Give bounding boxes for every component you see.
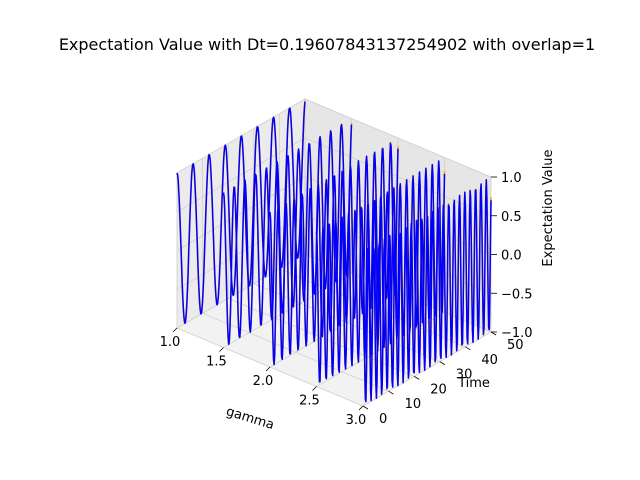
x-tick (312, 386, 317, 391)
y-tick (439, 361, 446, 365)
x-tick-label: 1.0 (160, 335, 181, 350)
x-tick (172, 327, 178, 333)
y-tick-label: 0 (379, 412, 387, 427)
grid-line-z (176, 176, 492, 255)
x-tick-label: 2.0 (253, 374, 274, 389)
y-tick (413, 376, 420, 380)
grid-line-z (176, 98, 492, 178)
grid-line-z (176, 137, 492, 217)
y-tick-label: 50 (507, 338, 524, 353)
y-tick-label: 10 (405, 397, 422, 412)
x-tick (358, 405, 364, 411)
y-tick (490, 331, 497, 336)
tick-marks (172, 176, 497, 411)
z-tick-label: 1.0 (501, 171, 522, 186)
x-tick (219, 347, 224, 352)
y-tick-label: 30 (456, 368, 473, 383)
x-tick (265, 366, 271, 372)
z-tick-label: 0.0 (501, 249, 522, 264)
z-tick-label: −0.5 (501, 287, 533, 302)
y-tick (362, 405, 369, 410)
z-axis-label: Expectation Value (541, 149, 556, 266)
y-tick (465, 346, 471, 351)
series-lines (176, 100, 492, 403)
y-tick-label: 20 (430, 382, 447, 397)
y-axis-label: Time (457, 376, 490, 391)
z-tick-label: −1.0 (501, 326, 533, 341)
series-line (176, 101, 306, 324)
x-tick-label: 3.0 (346, 413, 367, 428)
series-line (269, 142, 399, 366)
x-tick-label: 2.5 (299, 394, 320, 409)
x-tick-label: 1.5 (206, 355, 227, 370)
chart-title: Expectation Value with Dt=0.196078431372… (59, 35, 595, 54)
y-tick (388, 390, 394, 395)
y-tick-label: 40 (481, 353, 498, 368)
tick-labels: 1.0 1.5 2.0 2.5 3.0 0 10 20 30 40 50−1.0 −0.5 0.0 0.5… (160, 171, 533, 428)
z-tick-label: 0.5 (501, 210, 522, 225)
